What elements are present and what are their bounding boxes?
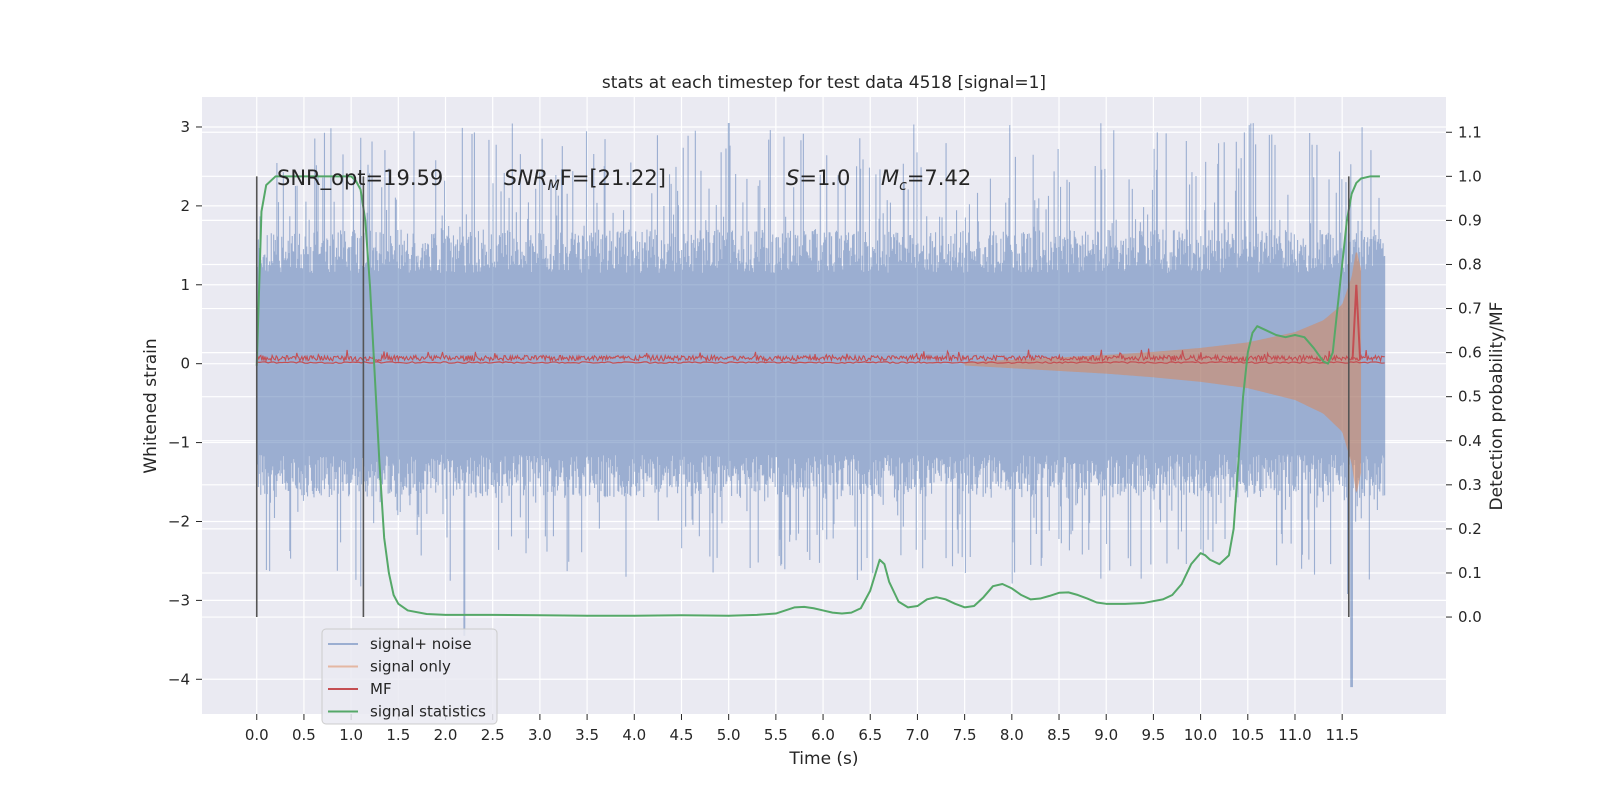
y-tick-label: 0 xyxy=(180,355,190,373)
y-tick-label: −2 xyxy=(168,512,190,530)
x-tick-label: 1.5 xyxy=(386,726,410,744)
x-tick-label: 10.5 xyxy=(1231,726,1264,744)
x-tick-label: 3.5 xyxy=(575,726,599,744)
x-tick-label: 7.5 xyxy=(953,726,977,744)
x-tick-label: 9.5 xyxy=(1141,726,1165,744)
series-layer xyxy=(255,123,1386,688)
y2-tick-label: 0.8 xyxy=(1458,255,1482,273)
chart-title: stats at each timestep for test data 451… xyxy=(602,73,1046,93)
annotation-snr-mf: SNRMF=[21.22] xyxy=(504,166,666,194)
series-signal-statistics xyxy=(255,175,1380,617)
y-tick-label: 2 xyxy=(180,197,190,215)
annotation-s-symbol: S xyxy=(786,166,799,190)
x-tick-label: 8.0 xyxy=(1000,726,1024,744)
annotation-snr-mf-value: F=[21.22] xyxy=(560,166,666,190)
x-tick-label: 4.5 xyxy=(670,726,694,744)
vertical-markers xyxy=(255,176,1350,618)
axes: 0.0 0.5 1.0 1.5 2.0 2.5 3.0 3.5 4.0 4.5 5.0 5.5 6.0 6… xyxy=(168,118,1482,744)
y2-tick-label: 0.4 xyxy=(1458,432,1482,450)
x-tick-label: 5.0 xyxy=(717,726,741,744)
annotation-s: S=1.0 xyxy=(786,166,850,190)
y2-tick-label: 0.0 xyxy=(1458,608,1482,626)
x-tick-label: 7.0 xyxy=(906,726,930,744)
y2-tick-label: 1.1 xyxy=(1458,123,1482,141)
annotation-snr-mf-subscript: M xyxy=(548,178,560,194)
x-tick-label: 2.5 xyxy=(481,726,505,744)
y-tick-label: −1 xyxy=(168,434,190,452)
y2-tick-label: 0.9 xyxy=(1458,211,1482,229)
legend-box xyxy=(321,628,498,725)
x-tick-label: 9.0 xyxy=(1094,726,1118,744)
y2-tick-label: 0.3 xyxy=(1458,476,1482,494)
y-tick-label: 1 xyxy=(180,276,190,294)
annotation-mc-subscript: c xyxy=(899,178,907,194)
series-signal-only xyxy=(964,252,1362,492)
y2-tick-label: 0.1 xyxy=(1458,564,1482,582)
x-tick-label: 4.0 xyxy=(622,726,646,744)
x-tick-label: 11.0 xyxy=(1278,726,1311,744)
y2-tick-label: 0.2 xyxy=(1458,520,1482,538)
y2-tick-label: 0.6 xyxy=(1458,344,1482,362)
x-tick-label: 1.0 xyxy=(339,726,363,744)
y2-axis-label: Detection probability/MF xyxy=(1487,302,1507,511)
x-tick-label: 8.5 xyxy=(1047,726,1071,744)
y-tick-label: −3 xyxy=(168,591,190,609)
annotation-s-value: =1.0 xyxy=(799,166,850,190)
series-mf-baseline xyxy=(256,361,1385,364)
x-tick-label: 11.5 xyxy=(1325,726,1358,744)
legend-label: signal only xyxy=(370,658,451,676)
x-tick-label: 6.0 xyxy=(811,726,835,744)
legend-label: signal+ noise xyxy=(370,635,472,653)
y-tick-label: −4 xyxy=(168,670,190,688)
legend-label: signal statistics xyxy=(370,703,486,721)
y2-tick-label: 0.5 xyxy=(1458,388,1482,406)
x-tick-label: 10.0 xyxy=(1184,726,1217,744)
annotation-snr-opt: SNR_opt=19.59 xyxy=(277,166,443,191)
legend: signal+ noise signal only MF signal statist… xyxy=(321,628,498,725)
x-tick-label: 6.5 xyxy=(858,726,882,744)
x-tick-label: 5.5 xyxy=(764,726,788,744)
y2-tick-label: 1.0 xyxy=(1458,167,1482,185)
annotation-mc-value: =7.42 xyxy=(907,166,971,190)
x-tick-label: 2.0 xyxy=(434,726,458,744)
x-tick-label: 0.0 xyxy=(245,726,269,744)
legend-label: MF xyxy=(370,680,392,698)
y-tick-label: 3 xyxy=(180,118,190,136)
series-mf-peak xyxy=(1351,284,1362,360)
x-tick-label: 0.5 xyxy=(292,726,316,744)
x-axis-label: Time (s) xyxy=(788,749,858,769)
y-axis-label: Whitened strain xyxy=(141,338,161,473)
y2-tick-label: 0.7 xyxy=(1458,300,1482,318)
x-tick-label: 3.0 xyxy=(528,726,552,744)
annotation-snr-mf-symbol: SNR xyxy=(504,166,548,190)
annotation-mc-symbol: M xyxy=(881,166,899,190)
annotation-mc: Mc=7.42 xyxy=(881,166,971,194)
series-mf xyxy=(256,348,1385,363)
